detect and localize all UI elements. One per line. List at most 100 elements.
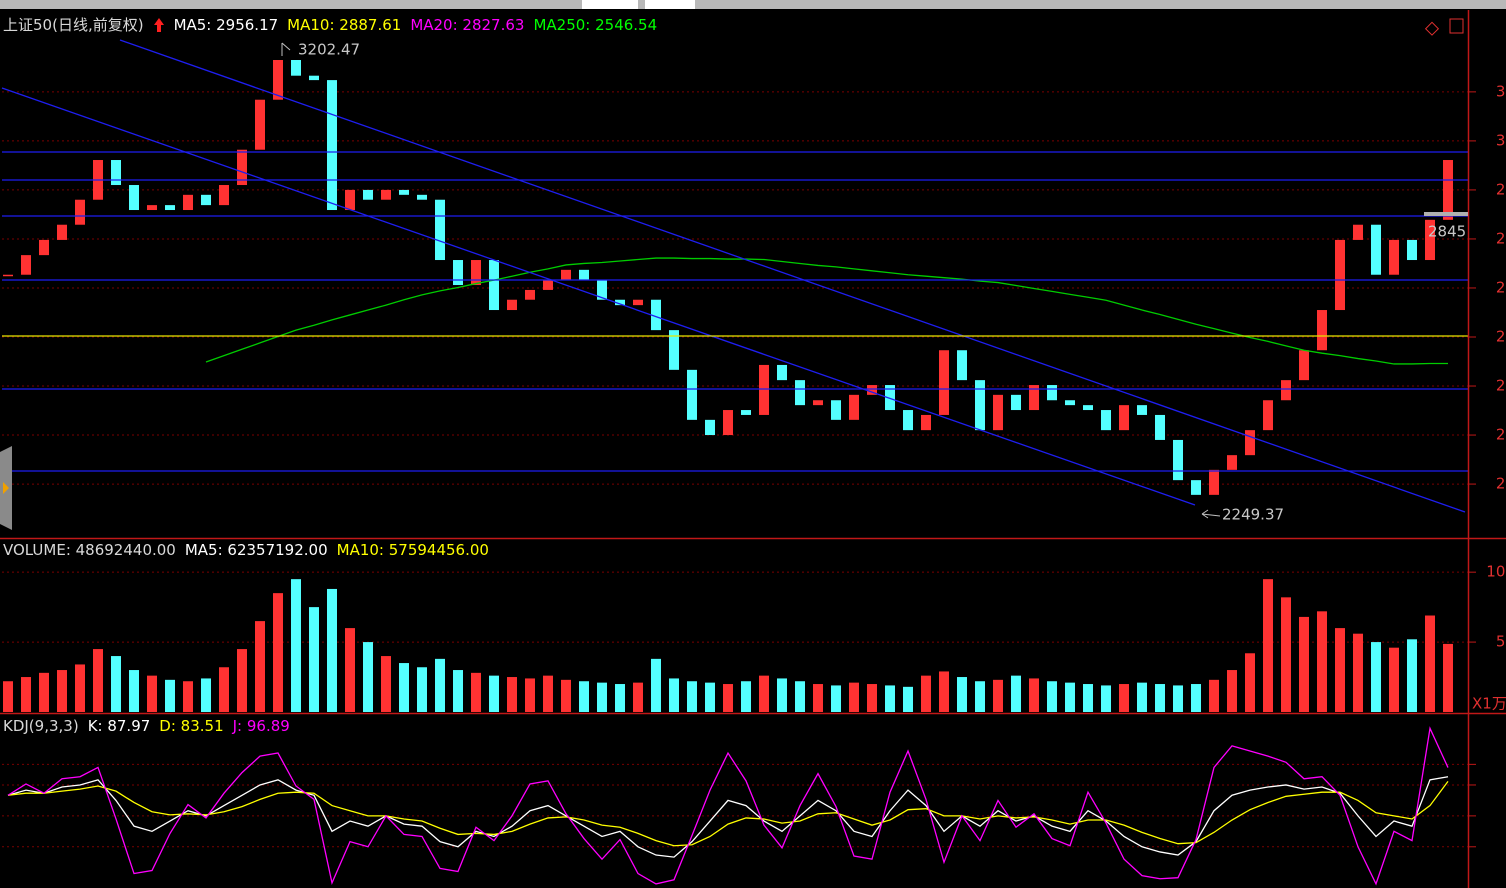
volume-bar [1389,647,1399,712]
volume-bar [273,593,283,712]
volume-bar [453,670,463,712]
y-tick-label: 2500 [1496,377,1506,395]
candle [633,299,643,306]
volume-bar [1245,653,1255,712]
candle [543,280,553,290]
price-header: 上证50(日线,前复权) MA5: 2956.17 MA10: 2887.61 MA2… [3,14,657,35]
candle [885,385,895,411]
candle [867,385,877,395]
volume-bar [1155,684,1165,712]
y-tick-label: 3000 [1496,131,1506,149]
candle [255,99,265,150]
candle [345,189,355,211]
volume-bar [1173,685,1183,712]
indicator: MA20: 2827.63 [410,15,525,34]
candle [561,269,571,281]
candle [165,205,175,211]
legend-entry: J: 96.89 [232,717,290,735]
volume-bar [309,607,319,712]
volume-bar [435,658,445,712]
candle [201,194,211,206]
indicator: MA10: 2887.61 [287,15,402,34]
legend-entry: K: 87.97 [87,717,151,735]
panel-title: VOLUME: 48692440.00 [3,541,176,559]
volume-bar [687,681,697,712]
volume-bar [759,675,769,712]
volume-bar [381,656,391,712]
candle [219,185,229,206]
volume-bar [831,685,841,712]
panel-title: 上证50(日线,前复权) [3,16,144,34]
volume-bar [903,686,913,712]
volume-bar [1335,628,1345,712]
volume-bar [1011,675,1021,712]
volume-bar [1371,642,1381,712]
candle [741,410,751,415]
y-tick-label: 2900 [1496,180,1506,198]
y-tick-label: 2800 [1496,229,1506,247]
annotation: 2845 [1428,223,1466,241]
candle [1011,394,1021,411]
volume-bar [633,682,643,712]
candle [705,419,715,436]
candle [1425,219,1435,261]
price-marker [1424,212,1468,216]
candle [129,185,139,211]
candle [525,289,535,300]
candle [111,160,121,186]
volume-bar [1137,682,1147,712]
volume-bar [147,675,157,712]
volume-bar [1299,616,1309,712]
candle [183,194,193,211]
volume-bar [327,588,337,712]
candle [759,364,769,415]
volume-bar [561,679,571,712]
volume-bar [219,667,229,712]
candle [1299,350,1309,381]
candle [993,394,1003,431]
candle [1209,469,1219,495]
volume-bar [579,681,589,712]
candle [615,299,625,306]
candle [795,380,805,406]
candle [1389,239,1399,275]
volume-bar [417,667,427,712]
candle [489,260,499,311]
candle [1407,239,1417,261]
volume-bar [57,670,67,712]
volume-header: VOLUME: 48692440.00 MA5: 62357192.00 MA10:… [3,541,489,559]
volume-bar [651,658,661,712]
candle [975,380,985,431]
volume-bar [849,682,859,712]
unit-label: X1万 [1472,695,1506,713]
annotation-arrow [281,42,291,56]
candle [1281,380,1291,401]
plot-layers: 2300 2400 2500 2600 2700 2800 2900 3000 3100 5000… [2,60,1506,886]
candle [939,350,949,415]
volume-bar [597,682,607,712]
candle [309,75,319,81]
volume-bar [975,681,985,712]
series-line [7,776,1449,858]
volume-bar [1191,684,1201,712]
candle [1047,385,1057,401]
volume-bar [615,684,625,712]
candle [1245,430,1255,456]
candle [1065,400,1075,406]
side-tab-arrow [3,482,9,494]
candle [903,410,913,431]
y-tick-label: 3100 [1496,82,1506,100]
candle [417,194,427,200]
volume-bar [777,678,787,712]
volume-bar [1119,684,1129,712]
up-arrow-icon [153,17,164,32]
candle [1083,405,1093,411]
volume-bar [201,678,211,712]
volume-bar [543,675,553,712]
volume-bar [993,679,1003,712]
volume-bar [3,681,13,712]
candle [57,224,67,240]
volume-bar [507,677,517,712]
